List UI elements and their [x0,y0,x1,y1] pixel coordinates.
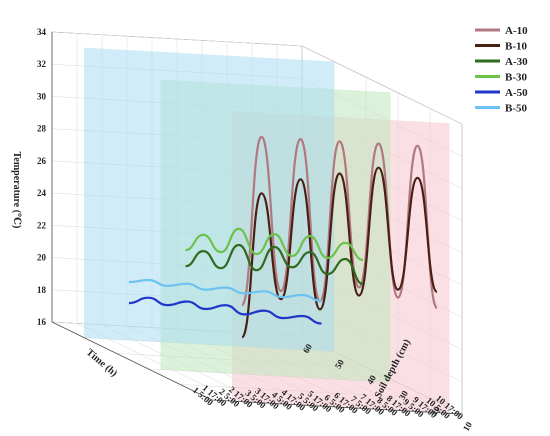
temp-tick-label: 18 [37,285,47,295]
grid-line-temp-side [301,45,463,125]
axis-edge [51,321,213,401]
series-line-A-30 [185,243,364,286]
temp-tick-label: 30 [37,91,47,101]
y-axis-title: Temperature (℃) [11,152,22,229]
series-line-B-30 [185,227,364,262]
temp-tick-label: 22 [37,220,47,230]
legend-label-A-10: A-10 [505,25,528,37]
series-line-A-50 [128,296,322,325]
temp-tick-label: 26 [37,156,47,166]
axis-edge [211,399,463,415]
grid-line-temp-wall [51,31,303,47]
series-line-B-50 [128,278,322,303]
series-lines [128,135,439,339]
temp-tick-label: 16 [37,317,47,327]
temp-tick-label: 32 [37,59,47,69]
temp-tick-label: 24 [37,188,47,198]
temp-tick-label: 20 [37,253,47,263]
temp-tick-label: 34 [37,27,47,37]
depth-plane-50 [84,47,334,352]
legend-label-B-50: B-50 [505,103,528,115]
legend-label-B-30: B-30 [505,72,528,84]
legend-label-A-50: A-50 [505,87,528,99]
legend: A-10 B-10 A-30 B-30 A-50 B-50 [475,25,528,115]
legend-label-B-10: B-10 [505,41,528,53]
series-line-B-10 [240,166,439,339]
depth-tick-label: 10 [461,420,474,433]
temp-tick-label: 28 [37,124,47,134]
legend-label-A-30: A-30 [505,56,528,68]
